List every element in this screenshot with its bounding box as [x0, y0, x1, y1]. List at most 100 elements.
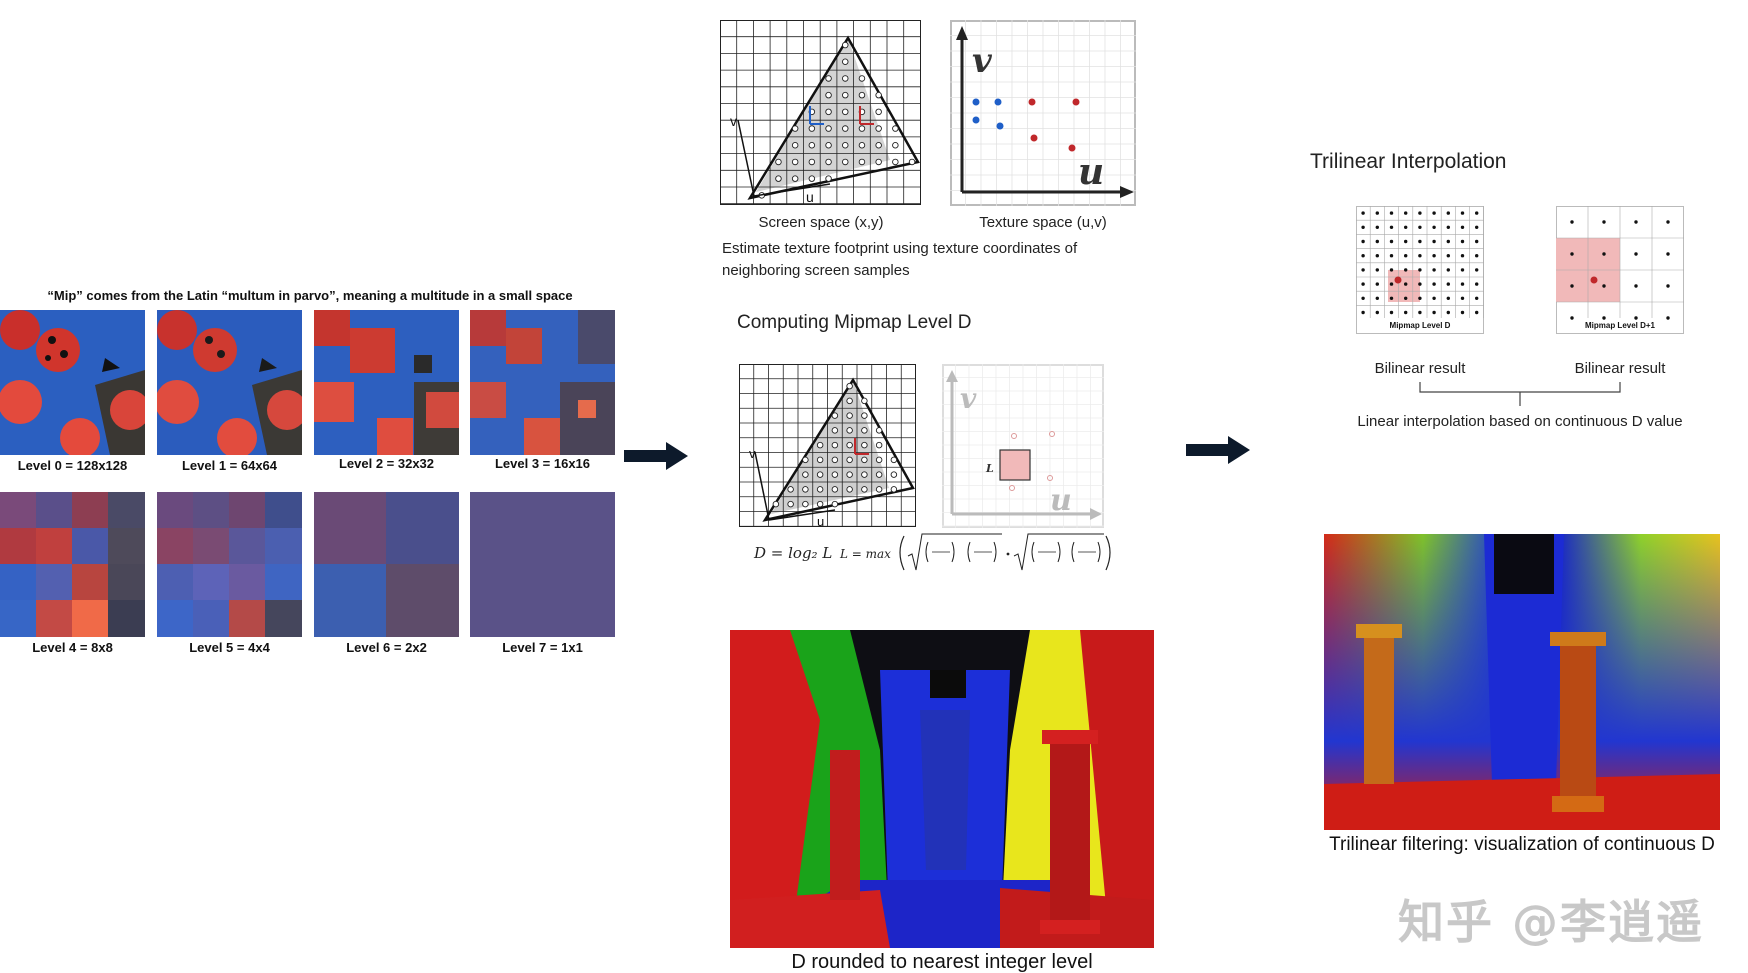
sample-dot — [861, 412, 868, 419]
sample-dot — [861, 456, 868, 464]
texel-dot — [1460, 254, 1465, 258]
sample-dot — [816, 456, 824, 464]
texel-dot — [1460, 211, 1465, 215]
sample-dot — [787, 486, 794, 493]
texel-dot — [1361, 310, 1365, 315]
mip-level-7-image — [470, 492, 615, 637]
texel-dot — [1389, 211, 1394, 215]
sample-dot — [858, 141, 866, 149]
sample-dot — [772, 500, 780, 508]
sample-dot — [875, 427, 883, 434]
mip-level-0-image — [0, 310, 145, 455]
sample-dot — [908, 158, 916, 166]
texel-dot — [1460, 282, 1465, 286]
texel-dot — [1404, 239, 1408, 244]
mipmap-title: “Mip” comes from the Latin “multum in pa… — [47, 288, 573, 303]
mip-level-6-label: Level 6 = 2x2 — [346, 640, 427, 655]
texel-dot — [1418, 310, 1422, 315]
texel-dot — [1666, 220, 1670, 224]
texel-dot — [1460, 310, 1465, 315]
sample-dot — [816, 486, 824, 493]
screen2-axis-u-label: u — [817, 514, 824, 528]
footprint-axis-u-label: u — [1050, 483, 1072, 518]
texel-dot — [1404, 268, 1408, 272]
screen-space-caption: Screen space (x,y) — [758, 214, 884, 231]
texel-dot — [1432, 254, 1436, 258]
sample-dot — [841, 141, 849, 149]
texel-dot — [1446, 254, 1450, 258]
texel-dot — [1389, 310, 1394, 315]
mipmap-level-formula: D = log₂ L L = max — [753, 533, 1111, 571]
texel-dot — [1375, 268, 1379, 272]
bilinear-left-label: Bilinear result — [1374, 360, 1466, 377]
sample-dot — [825, 75, 832, 82]
sample-dot — [846, 412, 853, 419]
sample-dot — [846, 471, 853, 478]
texel-dot — [1570, 220, 1574, 224]
arrow-right-icon-2 — [1186, 436, 1250, 464]
sample-dot — [890, 456, 898, 464]
mip-level-4-label: Level 4 = 8x8 — [32, 640, 113, 655]
texel-dot — [1361, 225, 1365, 229]
texel-dot — [1475, 239, 1479, 244]
texel-dot — [1389, 225, 1394, 229]
texel-dot — [1418, 282, 1422, 286]
sample-dot — [808, 141, 816, 149]
texel-dot — [1475, 282, 1479, 286]
sample-dot — [875, 441, 883, 449]
continuous-d-caption: Trilinear filtering: visualization of co… — [1329, 834, 1715, 855]
sample-dot — [808, 125, 816, 132]
texel-dot — [1432, 310, 1436, 315]
texel-dot — [1418, 268, 1422, 272]
texel-dot — [1389, 239, 1394, 244]
sample-dot — [816, 441, 824, 449]
texel-dot — [1446, 239, 1450, 244]
mip-level-3-image — [470, 310, 615, 455]
continuous-d-render — [1324, 534, 1720, 830]
sample-dot — [892, 141, 899, 149]
texel-dot — [1460, 225, 1465, 229]
sample-dot — [846, 382, 853, 390]
sample-dot — [816, 471, 824, 478]
formula-l: L = max — [839, 547, 891, 561]
sample-dot — [841, 58, 849, 66]
texel-dot — [1475, 310, 1479, 315]
sample-dot — [775, 158, 782, 166]
texel-dot — [1666, 284, 1670, 288]
texel-dot — [1634, 252, 1638, 256]
texel-dot — [1361, 296, 1365, 300]
texel-dot — [1418, 239, 1422, 244]
sample-dot — [825, 158, 832, 166]
sample-dot — [875, 125, 882, 132]
sample-dot — [825, 175, 832, 182]
sample-dot — [775, 175, 782, 182]
sample-dot — [861, 441, 868, 449]
texel-dot — [1446, 282, 1450, 286]
sample-dot — [791, 158, 799, 166]
texel-dot — [1389, 296, 1394, 300]
screen2-axis-v-label: v — [749, 446, 756, 461]
texel-dot — [1361, 239, 1365, 244]
texture-footprint-diagram: v u L — [942, 364, 1104, 528]
texel-dot — [1375, 254, 1379, 258]
sample-dot — [831, 500, 839, 508]
formula-d: D = log₂ L — [753, 544, 832, 562]
texel-dot — [1418, 296, 1422, 300]
sample-dot — [802, 486, 809, 493]
texel-dot — [1602, 252, 1606, 256]
sample-dot — [841, 108, 849, 116]
texel-dot — [1475, 254, 1479, 258]
bilinear-right-label: Bilinear result — [1574, 360, 1666, 377]
watermark-text: 知乎 @李逍遥 — [1398, 895, 1705, 949]
sample-dot — [861, 397, 868, 405]
mip-level-7-label: Level 7 = 1x1 — [502, 640, 583, 655]
texel-dot — [1432, 268, 1436, 272]
sample-dot — [846, 427, 853, 434]
texel-dot — [1404, 310, 1408, 315]
texel-dot — [1475, 296, 1479, 300]
mipmap-level-d1-grid: Mipmap Level D+1 — [1556, 206, 1684, 334]
texel-dot — [1666, 252, 1670, 256]
texel-dot — [1389, 282, 1394, 286]
sample-dot — [875, 486, 883, 493]
texel-dot — [1375, 310, 1379, 315]
